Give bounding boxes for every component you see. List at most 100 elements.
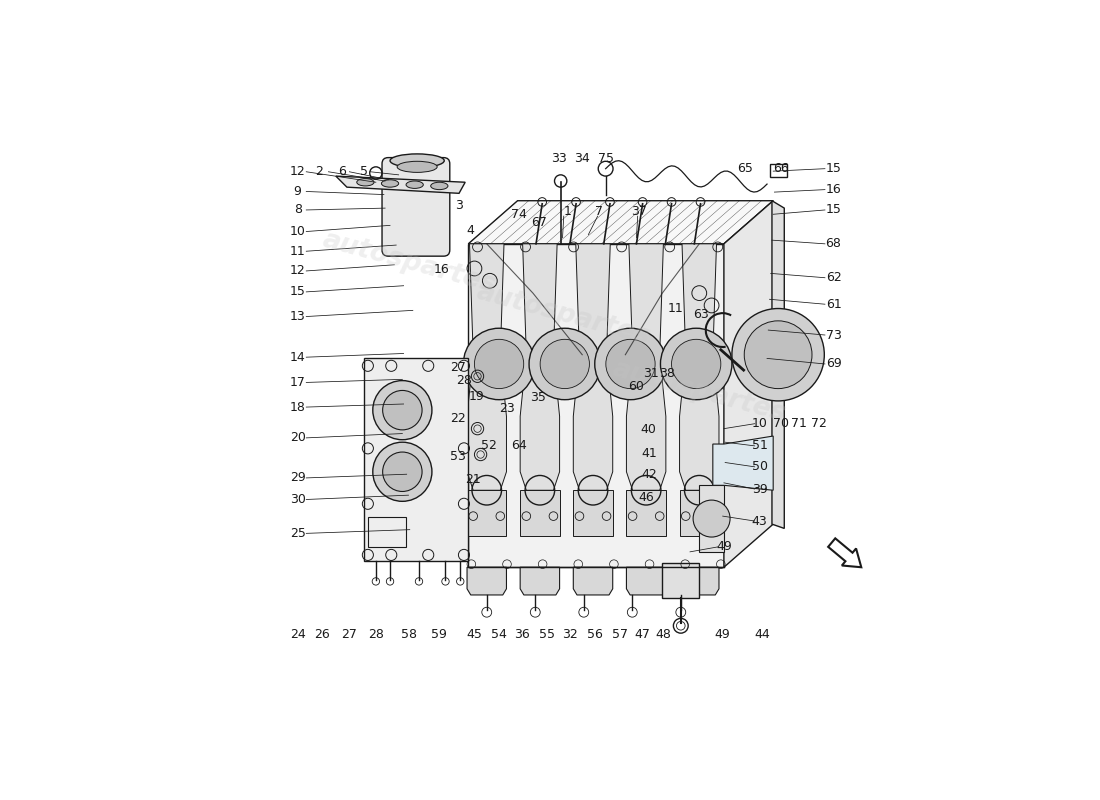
Text: autospartes: autospartes [609, 356, 789, 427]
Text: 48: 48 [656, 629, 671, 642]
Text: 73: 73 [826, 329, 842, 342]
Ellipse shape [356, 178, 374, 186]
Text: autospartes: autospartes [474, 279, 653, 350]
Circle shape [732, 309, 824, 401]
Text: 26: 26 [314, 629, 330, 642]
Circle shape [373, 381, 432, 440]
Text: 15: 15 [826, 162, 842, 175]
Text: 64: 64 [512, 439, 527, 452]
Text: 28: 28 [456, 374, 472, 387]
Bar [770, 164, 788, 178]
Text: 45: 45 [466, 629, 483, 642]
Text: 55: 55 [539, 629, 554, 642]
Text: 49: 49 [716, 541, 732, 554]
Text: 41: 41 [641, 446, 657, 460]
Ellipse shape [431, 182, 448, 190]
Polygon shape [469, 201, 773, 244]
Text: 24: 24 [289, 629, 306, 642]
Polygon shape [573, 244, 613, 490]
Text: 52: 52 [481, 439, 496, 452]
Text: 32: 32 [562, 629, 578, 642]
Text: 53: 53 [450, 450, 465, 463]
Text: 5: 5 [360, 166, 367, 178]
Text: autospartes: autospartes [320, 226, 499, 298]
Text: 3: 3 [455, 199, 463, 212]
Text: 6: 6 [338, 166, 345, 178]
Circle shape [529, 328, 601, 400]
Polygon shape [520, 490, 560, 537]
FancyArrow shape [828, 538, 861, 567]
Text: 10: 10 [289, 225, 306, 238]
Circle shape [373, 442, 432, 502]
Text: 8: 8 [294, 203, 301, 217]
Polygon shape [626, 244, 666, 490]
Text: 16: 16 [826, 183, 842, 196]
Text: 35: 35 [530, 391, 546, 404]
Text: 10: 10 [751, 418, 768, 430]
Text: 65: 65 [737, 162, 754, 175]
FancyBboxPatch shape [382, 158, 450, 256]
Text: 57: 57 [613, 629, 628, 642]
Bar [367, 518, 406, 547]
Text: 74: 74 [512, 208, 527, 221]
Polygon shape [680, 244, 719, 490]
Text: 11: 11 [289, 245, 306, 258]
Text: 63: 63 [693, 308, 708, 321]
Text: 67: 67 [531, 216, 547, 229]
Text: 2: 2 [316, 166, 323, 178]
Text: 38: 38 [659, 366, 675, 380]
Text: 25: 25 [289, 527, 306, 540]
Text: 72: 72 [811, 418, 827, 430]
Polygon shape [724, 201, 773, 567]
Polygon shape [468, 567, 506, 595]
Circle shape [745, 321, 812, 389]
Text: 4: 4 [466, 224, 474, 237]
Text: 18: 18 [289, 401, 306, 414]
Text: 27: 27 [341, 629, 358, 642]
Text: 21: 21 [464, 473, 481, 486]
Text: 1: 1 [563, 206, 571, 218]
Text: 66: 66 [772, 162, 789, 175]
Text: 58: 58 [400, 629, 417, 642]
Text: 13: 13 [289, 310, 306, 323]
Text: 68: 68 [826, 238, 842, 250]
Text: 15: 15 [826, 203, 842, 217]
Polygon shape [680, 490, 719, 537]
Ellipse shape [397, 162, 437, 172]
Circle shape [463, 328, 535, 400]
Circle shape [660, 328, 732, 400]
Circle shape [383, 390, 422, 430]
Text: 39: 39 [751, 482, 768, 495]
Text: 42: 42 [641, 468, 657, 482]
Circle shape [606, 339, 656, 389]
Text: 30: 30 [289, 493, 306, 506]
Polygon shape [520, 567, 560, 595]
Text: 40: 40 [641, 423, 657, 436]
Text: 7: 7 [595, 206, 604, 218]
Ellipse shape [406, 181, 424, 189]
Polygon shape [700, 486, 724, 552]
Text: 9: 9 [294, 185, 301, 198]
Text: 15: 15 [289, 286, 306, 298]
Text: 46: 46 [638, 491, 654, 504]
Text: 70: 70 [772, 418, 789, 430]
Text: 56: 56 [586, 629, 603, 642]
Circle shape [474, 339, 524, 389]
Text: 59: 59 [431, 629, 448, 642]
Text: 17: 17 [289, 376, 306, 389]
Text: 60: 60 [628, 380, 645, 394]
Text: 33: 33 [551, 152, 566, 166]
Text: 49: 49 [715, 629, 730, 642]
Text: 43: 43 [751, 514, 768, 527]
Text: 71: 71 [791, 418, 807, 430]
Text: 54: 54 [491, 629, 506, 642]
Text: 23: 23 [499, 402, 515, 415]
Text: 75: 75 [597, 152, 614, 166]
Text: 47: 47 [635, 629, 650, 642]
Polygon shape [626, 490, 666, 537]
Circle shape [383, 452, 422, 491]
Text: 16: 16 [433, 263, 450, 276]
Text: 11: 11 [668, 302, 684, 315]
Text: 12: 12 [289, 265, 306, 278]
Polygon shape [573, 490, 613, 537]
